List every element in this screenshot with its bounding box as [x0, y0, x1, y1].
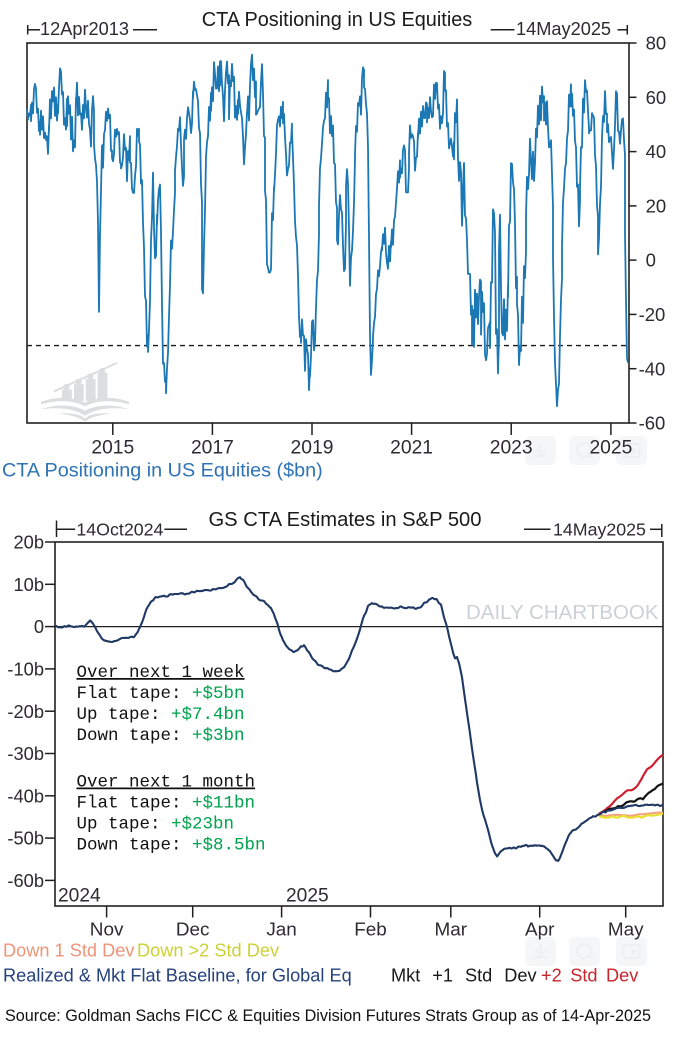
svg-text:-60: -60: [639, 413, 666, 434]
svg-text:+$3bn: +$3bn: [192, 726, 245, 746]
svg-text:Feb: Feb: [354, 920, 387, 941]
svg-text:-20b: -20b: [7, 701, 44, 722]
svg-text:Dec: Dec: [176, 920, 210, 941]
svg-text:Up tape:: Up tape:: [77, 815, 161, 835]
svg-text:Apr: Apr: [525, 920, 554, 941]
svg-text:2025: 2025: [286, 886, 329, 907]
svg-text:Down >2 Std Dev: Down >2 Std Dev: [137, 941, 280, 961]
svg-text:+$23bn: +$23bn: [171, 815, 234, 835]
svg-text:Flat tape:: Flat tape:: [77, 794, 182, 814]
svg-text:DAILY CHARTBOOK: DAILY CHARTBOOK: [466, 601, 659, 624]
svg-text:Down tape:: Down tape:: [77, 726, 182, 746]
svg-text:-60b: -60b: [7, 870, 44, 891]
svg-text:+2 Std Dev: +2 Std Dev: [541, 966, 639, 986]
svg-text:40: 40: [646, 141, 667, 162]
svg-text:2019: 2019: [291, 438, 334, 459]
svg-text:+$11bn: +$11bn: [192, 794, 255, 814]
svg-text:+$7.4bn: +$7.4bn: [171, 705, 245, 725]
svg-text:2024: 2024: [58, 886, 101, 907]
svg-text:+$8.5bn: +$8.5bn: [192, 836, 266, 856]
svg-text:Down tape:: Down tape:: [77, 836, 182, 856]
svg-text:2015: 2015: [91, 438, 134, 459]
svg-text:0: 0: [34, 616, 44, 637]
svg-text:-10b: -10b: [7, 659, 44, 680]
svg-text:14May2025: 14May2025: [516, 19, 611, 39]
svg-text:0: 0: [646, 250, 656, 271]
svg-text:CTA Positioning in US Equities: CTA Positioning in US Equities: [202, 9, 473, 31]
svg-text:May: May: [608, 920, 644, 941]
svg-text:2021: 2021: [390, 438, 433, 459]
svg-text:-50b: -50b: [7, 828, 44, 849]
svg-text:20: 20: [646, 196, 667, 217]
svg-text:2025: 2025: [589, 438, 632, 459]
svg-text:Mar: Mar: [435, 920, 468, 941]
svg-text:Jan: Jan: [266, 920, 296, 941]
svg-text:2017: 2017: [191, 438, 234, 459]
svg-text:Flat tape:: Flat tape:: [77, 684, 182, 704]
svg-text:+$5bn: +$5bn: [192, 684, 245, 704]
svg-text:Over next 1 week: Over next 1 week: [77, 663, 245, 683]
svg-text:2023: 2023: [490, 438, 533, 459]
svg-text:Nov: Nov: [90, 920, 124, 941]
svg-text:Up tape:: Up tape:: [77, 705, 161, 725]
svg-text:GS CTA Estimates in S&P 500: GS CTA Estimates in S&P 500: [208, 509, 481, 531]
svg-text:20b: 20b: [13, 532, 44, 553]
svg-text:-30b: -30b: [7, 743, 44, 764]
svg-text:12Apr2013: 12Apr2013: [40, 19, 129, 39]
svg-text:Mkt +1 Std Dev: Mkt +1 Std Dev: [391, 966, 537, 986]
svg-text:60: 60: [646, 87, 667, 108]
svg-text:-20: -20: [639, 304, 666, 325]
svg-text:CTA Positioning in US Equities: CTA Positioning in US Equities ($bn): [2, 460, 323, 482]
svg-text:80: 80: [646, 33, 667, 54]
svg-text:Down 1 Std Dev: Down 1 Std Dev: [3, 941, 135, 961]
svg-text:-40: -40: [639, 358, 666, 379]
svg-text:Source: Goldman Sachs FICC & E: Source: Goldman Sachs FICC & Equities Di…: [5, 1007, 651, 1025]
svg-text:14May2025: 14May2025: [553, 520, 646, 540]
svg-text:-40b: -40b: [7, 785, 44, 806]
svg-text:14Oct2024: 14Oct2024: [76, 520, 163, 540]
svg-text:10b: 10b: [13, 574, 44, 595]
svg-text:Over next 1 month: Over next 1 month: [77, 773, 256, 793]
svg-text:Realized & Mkt Flat Baseline,: Realized & Mkt Flat Baseline, for Global…: [3, 966, 352, 986]
